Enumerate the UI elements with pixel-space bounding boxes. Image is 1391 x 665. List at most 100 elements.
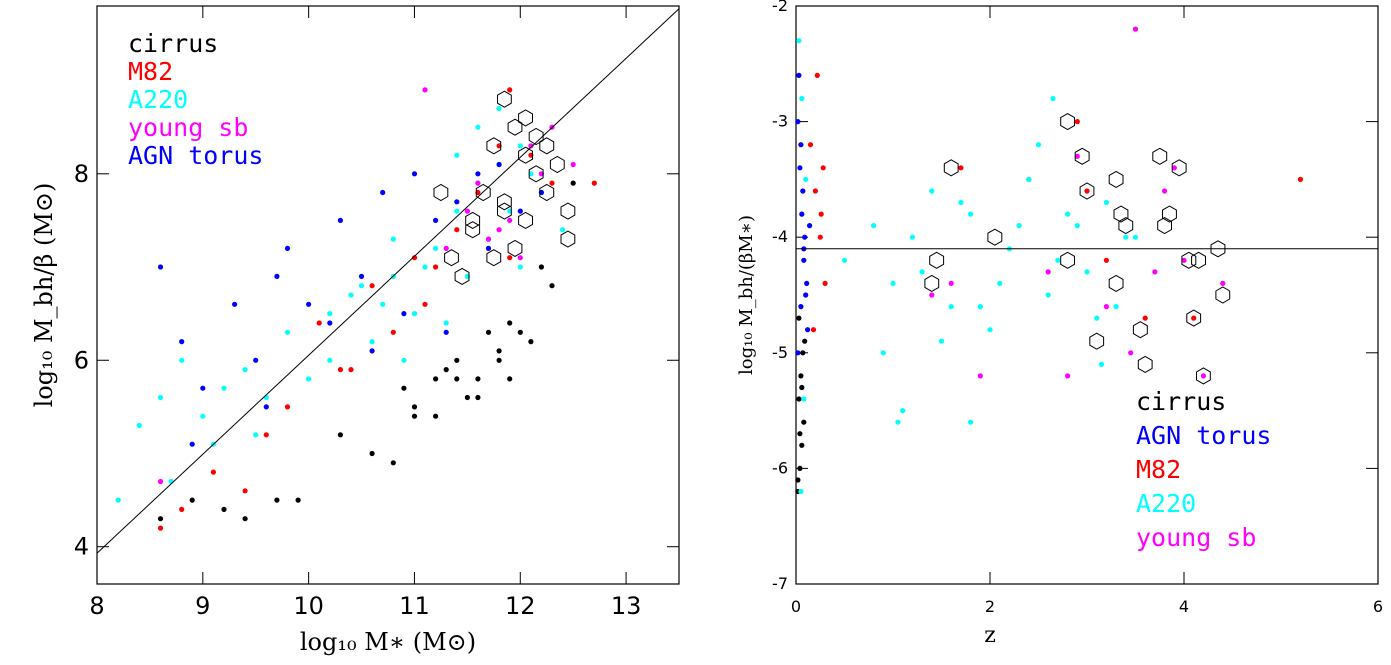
right-hexagon-marker: [1162, 205, 1177, 223]
right-point-AGN-torus: [799, 211, 805, 217]
left-point-AGN-torus: [380, 189, 386, 196]
left-point-cirrus: [221, 506, 227, 512]
left-plot-frame: [96, 5, 680, 585]
right-point-young-sb: [1171, 165, 1177, 171]
right-x-tick-labels: 0 2 4 6: [791, 597, 1383, 616]
left-y-axis-title: log₁₀ M_bh/β (M⊙): [30, 183, 58, 408]
right-plot-frame: [795, 5, 1379, 585]
left-tick-marks: [96, 6, 679, 584]
left-hexagon-marker: [454, 267, 470, 285]
right-hexagon-marker: [1089, 332, 1105, 350]
left-highlight-hexagons: [433, 90, 576, 285]
right-y-tick-label: -6: [772, 458, 788, 477]
right-point-A220: [798, 488, 804, 495]
left-point-A220: [443, 320, 449, 326]
right-point-cirrus: [797, 431, 803, 437]
left-point-A220: [115, 497, 121, 503]
right-point-A220: [895, 419, 901, 425]
left-point-AGN-torus: [475, 171, 481, 177]
right-point-young-sb: [1045, 269, 1051, 275]
right-hexagon-marker: [1108, 274, 1124, 292]
left-point-M82: [549, 180, 555, 186]
right-hexagon-marker: [924, 274, 940, 292]
left-point-M82: [263, 432, 269, 438]
right-point-M82: [1191, 315, 1197, 321]
right-highlight-hexagons: [924, 113, 1231, 385]
left-hexagon-marker: [465, 211, 481, 229]
right-point-young-sb: [1200, 373, 1206, 379]
right-point-young-sb: [1162, 188, 1168, 194]
left-point-A220: [221, 385, 227, 391]
left-legend: cirrus M82 A220 young sb AGN torus: [128, 29, 263, 170]
left-point-A220: [433, 245, 439, 251]
right-point-A220: [1045, 292, 1051, 298]
left-point-young-sb: [443, 245, 449, 251]
left-point-A220: [517, 143, 523, 149]
right-point-A220: [1098, 361, 1105, 367]
left-hexagon-marker: [486, 249, 502, 267]
right-point-AGN-torus: [801, 257, 807, 263]
left-x-tick-label: 9: [195, 592, 210, 620]
right-point-A220: [1113, 304, 1119, 310]
right-point-A220: [1094, 315, 1100, 321]
left-legend-item-1: M82: [128, 57, 173, 86]
left-point-young-sb: [464, 208, 470, 214]
left-hexagon-marker: [528, 165, 544, 183]
right-point-M82: [958, 165, 964, 171]
right-legend-item-3: A220: [1136, 489, 1196, 518]
left-point-A220: [348, 292, 354, 298]
left-hexagon-marker: [518, 211, 533, 229]
right-hexagon-marker: [1118, 217, 1134, 235]
right-point-young-sb: [1152, 269, 1158, 275]
left-x-axis-title: log₁₀ M∗ (M⊙): [300, 628, 476, 656]
left-point-A220: [306, 376, 312, 382]
right-y-tick-label: -2: [772, 0, 788, 15]
left-point-M82: [316, 320, 322, 326]
right-y-tick-labels: -7 -6 -5 -4 -3 -2: [772, 0, 788, 593]
left-point-A220: [136, 422, 142, 429]
right-point-A220: [803, 176, 809, 182]
right-point-cirrus: [797, 465, 803, 471]
right-point-cirrus: [802, 338, 808, 344]
right-point-M82: [1103, 257, 1109, 263]
left-point-AGN-torus: [401, 311, 407, 317]
left-point-AGN-torus: [337, 217, 343, 223]
left-x-tick-label: 13: [611, 592, 642, 620]
left-point-AGN-torus: [369, 348, 375, 354]
right-point-M82: [812, 188, 819, 194]
right-hexagon-marker: [987, 228, 1003, 246]
right-point-AGN-torus: [805, 327, 811, 333]
left-point-cirrus: [454, 376, 460, 382]
left-hexagon-marker: [497, 90, 512, 108]
right-point-AGN-torus: [800, 188, 806, 194]
right-point-A220: [801, 396, 807, 402]
right-hexagon-marker: [1137, 355, 1153, 373]
left-hexagon-marker: [475, 183, 491, 202]
left-point-cirrus: [549, 283, 555, 289]
left-point-cirrus: [295, 497, 301, 503]
right-point-A220: [1026, 176, 1032, 182]
left-hexagon-marker: [433, 183, 449, 202]
right-hexagon-marker: [1074, 147, 1090, 165]
left-point-cirrus: [528, 339, 534, 345]
left-point-M82: [210, 469, 216, 475]
right-point-AGN-torus: [795, 350, 801, 356]
left-point-A220: [401, 357, 407, 363]
left-point-cirrus: [464, 394, 470, 401]
left-point-AGN-torus: [485, 245, 492, 251]
left-point-A220: [411, 311, 418, 317]
right-hexagon-marker: [1171, 159, 1187, 177]
right-point-cirrus: [798, 373, 804, 379]
left-point-cirrus: [496, 348, 502, 354]
right-point-A220: [938, 338, 945, 344]
right-point-young-sb: [1132, 26, 1139, 32]
left-point-cirrus: [433, 413, 439, 419]
right-point-A220: [1132, 234, 1139, 240]
left-point-A220: [200, 413, 206, 419]
left-point-AGN-torus: [306, 301, 312, 307]
left-point-M82: [390, 329, 396, 335]
right-hexagon-marker: [1079, 182, 1095, 200]
right-point-AGN-torus: [797, 165, 803, 171]
left-point-young-sb: [507, 217, 513, 223]
